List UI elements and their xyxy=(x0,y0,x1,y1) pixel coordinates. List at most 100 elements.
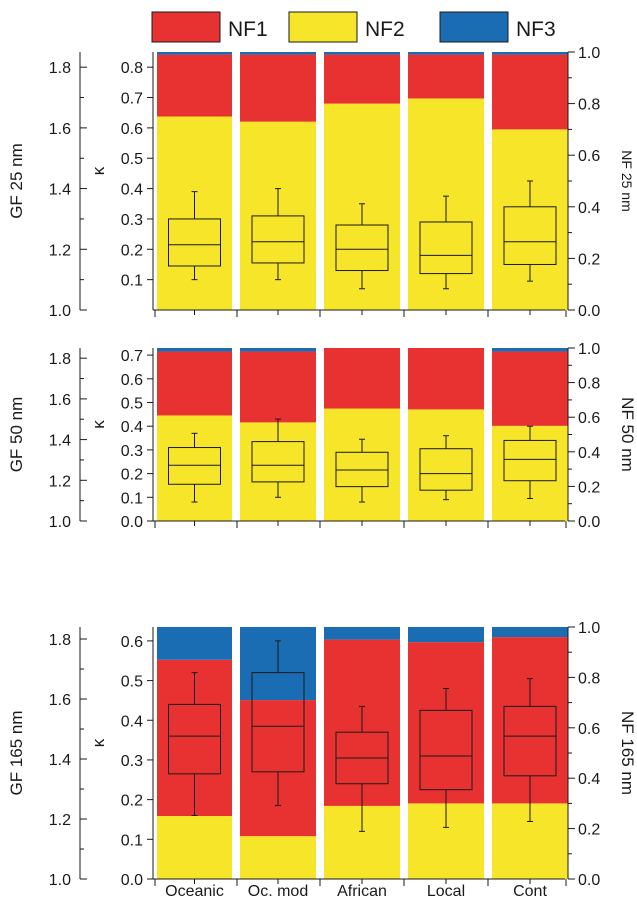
box-iqr xyxy=(335,224,389,272)
bar-nf3-cont xyxy=(492,627,568,638)
box-iqr xyxy=(419,448,473,491)
gf-tick-label: 1.4 xyxy=(49,752,71,769)
bar-nf3-oceanic xyxy=(157,348,232,352)
gf-tick-label: 1.8 xyxy=(49,632,71,649)
boxplot-cont xyxy=(503,180,557,282)
nf-axis-title: NF 25 nm xyxy=(619,150,635,211)
boxplot-oceanic xyxy=(168,432,221,503)
kappa-tick-label: 0.5 xyxy=(121,396,143,413)
category-label-african: African xyxy=(337,883,387,899)
bar-nf1-african xyxy=(324,54,400,104)
bar-nf2-ocmod xyxy=(240,836,316,879)
boxplot-ocmod xyxy=(251,188,305,281)
nf-tick-label: 0.0 xyxy=(578,514,600,531)
gf-tick-label: 1.2 xyxy=(49,473,71,490)
kappa-tick-label: 0.2 xyxy=(121,793,143,810)
bar-nf3-oceanic xyxy=(157,627,232,660)
gf-tick-label: 1.4 xyxy=(49,433,71,450)
nf-tick-label: 0.0 xyxy=(578,872,600,889)
bar-nf3-cont xyxy=(492,52,568,55)
bar-nf3-african xyxy=(324,627,400,640)
kappa-axis-title: κ xyxy=(89,738,108,747)
boxplot-african xyxy=(335,705,389,832)
bar-nf1-oceanic xyxy=(157,351,232,416)
nf-axis-title: NF 50 nm xyxy=(618,397,637,472)
kappa-tick-label: 0.0 xyxy=(121,872,143,889)
legend-swatch-nf1 xyxy=(151,11,221,43)
nf-tick-label: 0.4 xyxy=(578,771,600,788)
box-iqr xyxy=(168,447,221,485)
box-iqr xyxy=(503,439,557,482)
bar-nf3-local xyxy=(408,627,484,643)
kappa-tick-label: 0.1 xyxy=(121,273,143,290)
gf-axis-title: GF 165 nm xyxy=(7,710,26,795)
gf-tick-label: 1.6 xyxy=(49,121,71,138)
boxplot-local xyxy=(419,195,473,290)
bar-nf2-african xyxy=(324,408,400,521)
legend-label-nf1: NF1 xyxy=(228,18,268,41)
boxplot-cont xyxy=(503,678,557,822)
bar-nf1-oceanic xyxy=(157,54,232,117)
bar-nf2-local xyxy=(408,409,484,521)
kappa-tick-label: 0.1 xyxy=(121,832,143,849)
nf-tick-label: 1.0 xyxy=(578,45,600,62)
panel-1: 1.0 1.2 1.4 1.6 1.8 GF 25 nm 0.1 0.2 0.3 0.4 0.5 0.… xyxy=(7,45,635,320)
nf-tick-label: 0.8 xyxy=(578,376,600,393)
kappa-tick-label: 0.3 xyxy=(121,443,143,460)
bar-nf1-local xyxy=(408,348,484,410)
gf-axis-title: GF 50 nm xyxy=(7,397,26,473)
kappa-tick-label: 0.8 xyxy=(121,60,143,77)
boxplot-african xyxy=(335,438,389,503)
kappa-tick-label: 0.4 xyxy=(121,182,143,199)
bar-nf1-ocmod xyxy=(240,700,316,837)
boxplot-ocmod xyxy=(251,640,305,807)
gf-axis-title: GF 25 nm xyxy=(7,143,26,219)
gf-tick-label: 1.2 xyxy=(49,812,71,829)
kappa-tick-label: 0.0 xyxy=(121,514,143,531)
boxplot-african xyxy=(335,203,389,290)
nf-tick-label: 1.0 xyxy=(578,620,600,637)
nf-tick-label: 0.6 xyxy=(578,721,600,738)
kappa-axis-title: κ xyxy=(89,420,108,429)
kappa-tick-label: 0.3 xyxy=(121,212,143,229)
bar-nf3-ocmod xyxy=(240,52,316,55)
nf-tick-label: 0.4 xyxy=(578,445,600,462)
bar-nf2-oceanic xyxy=(157,816,232,879)
bar-nf1-african xyxy=(324,348,400,409)
boxplot-oceanic xyxy=(168,672,221,817)
nf-tick-label: 0.2 xyxy=(578,251,600,268)
gf-tick-label: 1.6 xyxy=(49,692,71,709)
kappa-tick-label: 0.4 xyxy=(121,713,143,730)
boxplot-oceanic xyxy=(168,191,221,281)
bar-nf1-local xyxy=(408,54,484,99)
gf-tick-label: 1.0 xyxy=(49,872,71,889)
category-label-oceanic: Oceanic xyxy=(165,883,224,899)
bar-nf2-cont xyxy=(492,129,568,310)
box-iqr xyxy=(503,705,557,777)
boxplot-ocmod xyxy=(251,418,305,498)
category-label-cont: Cont xyxy=(513,883,547,899)
nf-tick-label: 1.0 xyxy=(578,341,600,358)
bar-nf3-local xyxy=(408,52,484,55)
bar-nf1-cont xyxy=(492,351,568,426)
gf-tick-label: 1.2 xyxy=(49,242,71,259)
bar-nf1-ocmod xyxy=(240,54,316,122)
nf-axis-title: NF 165 nm xyxy=(618,711,637,795)
bar-nf3-oceanic xyxy=(157,52,232,55)
kappa-tick-label: 0.6 xyxy=(121,634,143,651)
chart-panels: 1.0 1.2 1.4 1.6 1.8 GF 25 nm 0.1 0.2 0.3 0.4 0.5 0.… xyxy=(7,45,637,899)
box-iqr xyxy=(251,441,305,483)
kappa-tick-label: 0.6 xyxy=(121,121,143,138)
kappa-tick-label: 0.5 xyxy=(121,151,143,168)
nf-tick-label: 0.6 xyxy=(578,410,600,427)
bar-nf1-ocmod xyxy=(240,351,316,423)
bar-nf1-local xyxy=(408,642,484,804)
box-iqr xyxy=(335,451,389,488)
box-iqr xyxy=(168,703,221,775)
box-iqr xyxy=(503,206,557,265)
legend-label-nf3: NF3 xyxy=(516,18,556,41)
kappa-tick-label: 0.2 xyxy=(121,467,143,484)
panel-2: 1.0 1.2 1.4 1.6 1.8 GF 50 nm 0.0 0.1 0.2 0.3 0.4 0.… xyxy=(7,341,637,531)
boxplot-local xyxy=(419,435,473,501)
nf-tick-label: 0.2 xyxy=(578,479,600,496)
